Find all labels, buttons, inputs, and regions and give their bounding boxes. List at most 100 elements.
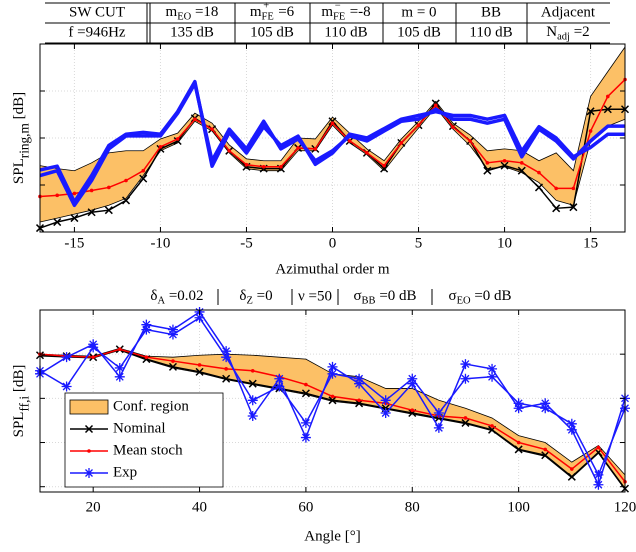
subtitle-item: ν =50	[298, 288, 332, 304]
x-tick-label: 20	[86, 499, 101, 515]
marker-star	[380, 408, 391, 419]
marker-x	[195, 367, 204, 376]
subtitle-item: σEO =0 dB	[448, 288, 511, 306]
marker-dot	[144, 355, 149, 359]
marker-dot	[468, 139, 472, 143]
marker-x	[328, 117, 337, 126]
marker-x	[173, 136, 182, 146]
subtitle-item-part: =0.02	[165, 288, 203, 304]
table-cell-part: +	[263, 1, 269, 12]
marker-dot	[330, 121, 335, 125]
marker-dot	[227, 148, 232, 153]
marker-dot	[382, 163, 386, 168]
marker-star	[513, 398, 524, 409]
marker-x	[431, 99, 440, 108]
table-cell: 105 dB	[397, 24, 441, 40]
marker-dot	[296, 146, 300, 150]
marker-dot	[89, 188, 94, 193]
marker-dot	[571, 186, 576, 191]
table-cell: 110 dB	[324, 24, 367, 40]
marker-x	[541, 451, 550, 460]
marker-x	[517, 166, 526, 175]
marker-x	[586, 107, 595, 116]
subtitle-separators	[217, 289, 433, 305]
table-cell: mFE− =-8	[321, 1, 370, 23]
marker-dot	[107, 185, 111, 190]
marker-dot	[416, 123, 421, 128]
marker-dot	[519, 161, 524, 165]
subtitle-item-part: σ	[448, 288, 456, 304]
marker-star	[380, 395, 391, 406]
subtitle-item-part: δ	[150, 288, 157, 304]
marker-star	[114, 362, 125, 373]
marker-dot	[502, 158, 507, 163]
subtitle-item-part: δ	[239, 288, 246, 304]
marker-dot	[141, 168, 146, 173]
marker-star	[194, 312, 205, 323]
marker-x	[328, 396, 337, 405]
marker-star	[540, 403, 551, 414]
subtitle-item: σBB =0 dB	[353, 288, 416, 306]
x-tick-label: 80	[405, 499, 420, 515]
subtitle-item-part: EO	[457, 296, 471, 307]
marker-star	[460, 373, 471, 384]
marker-dot	[158, 145, 163, 149]
marker-star	[593, 469, 604, 480]
marker-dot	[433, 103, 438, 108]
marker-x	[552, 204, 561, 213]
marker-star	[593, 479, 604, 490]
marker-dot	[347, 139, 352, 143]
marker-star	[274, 373, 285, 384]
subtitle-item-part: =0	[253, 288, 273, 304]
marker-x	[569, 203, 578, 212]
x-tick-label: -15	[64, 235, 84, 251]
marker-dot	[279, 164, 283, 169]
table-cell: 105 dB	[250, 24, 294, 40]
legend-label: Exp	[113, 464, 137, 480]
marker-dot	[304, 382, 308, 387]
x-tick-label: 120	[614, 499, 636, 515]
marker-star	[61, 381, 72, 392]
marker-star	[274, 381, 285, 392]
marker-star	[566, 424, 577, 435]
y-axis-label-part: ff,i	[17, 396, 32, 412]
table-cell: 110 dB	[469, 24, 512, 40]
y-axis-label-part: SPL	[11, 158, 27, 184]
marker-dot	[197, 363, 202, 367]
marker-dot	[365, 151, 369, 155]
marker-dot	[570, 467, 574, 471]
marker-star	[487, 371, 498, 382]
marker-x	[603, 105, 612, 114]
marker-star	[433, 422, 444, 433]
table-cell-part: FE	[262, 12, 274, 23]
table-cell-part: adj	[557, 32, 570, 43]
marker-dot	[72, 191, 77, 196]
marker-x	[87, 208, 96, 217]
table-cell-part: m	[250, 4, 262, 20]
marker-x	[483, 166, 492, 175]
table-cell: mEO =18	[166, 4, 219, 22]
parameter-table-lines	[45, 2, 610, 44]
marker-dot	[357, 398, 361, 403]
marker-star	[566, 418, 577, 429]
x-tick-label: 40	[192, 499, 207, 515]
marker-dot	[410, 408, 415, 412]
marker-dot	[55, 193, 60, 198]
marker-dot	[516, 440, 521, 445]
y-axis-label-part: [dB]	[11, 92, 27, 123]
table-cell: f =946Hz	[68, 24, 126, 40]
marker-star	[487, 363, 498, 374]
x-tick-label: 10	[497, 235, 512, 251]
marker-x	[70, 214, 79, 223]
table-cell: Nadj =2	[546, 24, 589, 42]
table-cell: m = 0	[401, 4, 436, 20]
marker-star	[141, 324, 152, 335]
marker-dot	[605, 94, 610, 99]
x-tick-label: 0	[329, 235, 337, 251]
x-tick-label: 60	[298, 499, 313, 515]
marker-x	[121, 196, 131, 205]
legend-swatch	[69, 399, 109, 415]
x-tick-label: -10	[150, 235, 170, 251]
marker-star	[407, 373, 418, 384]
